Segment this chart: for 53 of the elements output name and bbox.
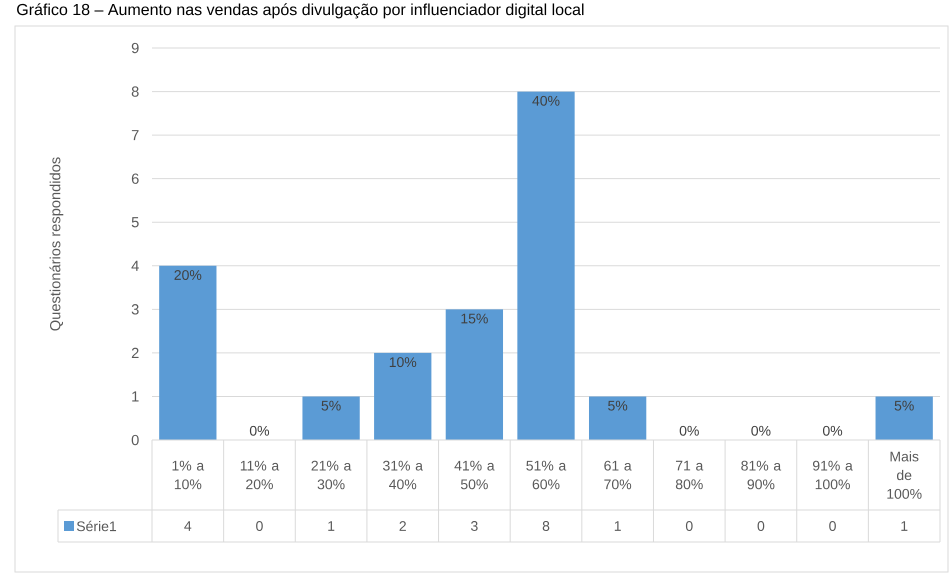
x-tick-label: 71 a 80% [676, 460, 704, 490]
y-tick-label: 5 [132, 217, 139, 228]
y-tick-label: 8 [132, 86, 139, 97]
bar [374, 352, 432, 440]
y-tick-label: 0 [132, 434, 139, 446]
data-label: 1 [328, 521, 334, 531]
data-label: 4 [184, 521, 192, 531]
y-tick-label: 1 [132, 391, 139, 402]
y-tick-label: 2 [132, 348, 139, 358]
data-label: 0 [829, 521, 836, 531]
annotation: 0% [680, 426, 699, 436]
bar [876, 396, 933, 440]
y-tick-label: 9 [132, 42, 139, 54]
annotation: 0% [751, 426, 771, 436]
annotation: 5% [894, 400, 914, 411]
annotation: 0% [822, 426, 842, 436]
annotation: 40% [532, 96, 560, 106]
bar [446, 309, 504, 440]
data-label: 2 [400, 521, 406, 531]
annotation: 5% [608, 400, 628, 411]
y-tick-label: 4 [131, 260, 139, 271]
y-tick-label: 6 [132, 174, 139, 184]
chart-title: Gráfico 18 – Aumento nas vendas após divulgação por influenciador digital local [17, 3, 584, 18]
data-label: 3 [471, 521, 478, 531]
legend-label: Série1 [76, 520, 116, 532]
annotation: 15% [461, 314, 488, 324]
data-label: 0 [758, 521, 764, 531]
bar [302, 396, 360, 440]
x-tick-label: 21% a 30% [312, 460, 352, 490]
annotation: 0% [250, 426, 270, 436]
y-tick-label: 7 [132, 130, 139, 140]
y-tick-label: 3 [132, 304, 139, 315]
x-tick-label: 11% a 20% [240, 460, 280, 490]
x-tick-label: Mais de 100% [887, 451, 922, 499]
x-tick-label: 41% a 50% [454, 460, 495, 490]
x-tick-label: 51% a 60% [526, 460, 566, 490]
data-label: 0 [686, 521, 693, 531]
annotation: 10% [390, 357, 416, 368]
annotation: 20% [174, 270, 202, 280]
bar [588, 396, 646, 440]
data-label: 1 [614, 521, 621, 531]
x-tick-label: 81% a 90% [741, 460, 782, 490]
annotation: 5% [322, 400, 341, 411]
x-tick-label: 31% a 40% [383, 460, 423, 490]
data-label: 8 [542, 521, 550, 531]
x-tick-label: 91% a 100% [812, 460, 853, 490]
x-tick-label: 61 a 70% [604, 460, 632, 490]
x-tick-label: 1% a 10% [172, 460, 204, 490]
bar [517, 92, 575, 440]
bar [159, 266, 216, 440]
data-label: 0 [256, 521, 263, 531]
y-axis-title: Questionários respondidos [49, 157, 64, 331]
data-label: 1 [901, 521, 908, 531]
